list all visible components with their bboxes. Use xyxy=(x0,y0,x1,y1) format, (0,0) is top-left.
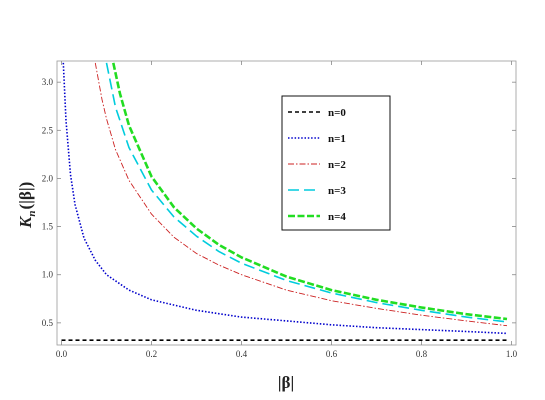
x-tick-label: 0.2 xyxy=(146,349,157,359)
y-tick-label: 2.5 xyxy=(42,125,54,135)
y-tick-label: 3.0 xyxy=(42,77,54,87)
series-line-n3 xyxy=(105,62,508,323)
legend-label-n2: n=2 xyxy=(328,159,346,171)
legend-label-n3: n=3 xyxy=(328,185,346,197)
y-axis-title-main: K xyxy=(16,215,35,229)
y-tick-label: 1.0 xyxy=(42,270,54,280)
y-axis-title-subscript: n xyxy=(26,211,38,217)
legend-label-n0: n=0 xyxy=(328,107,346,119)
x-tick-label: 0.0 xyxy=(56,349,68,359)
y-axis-title-argument: (|β|) xyxy=(16,182,35,210)
y-tick-label: 1.5 xyxy=(42,222,54,232)
legend-label-n1: n=1 xyxy=(328,133,346,145)
y-axis-title: Kn(|β|) xyxy=(16,182,38,229)
series-line-n1 xyxy=(62,62,508,335)
legend-label-n4: n=4 xyxy=(328,211,346,223)
series-line-n2 xyxy=(94,62,508,327)
x-tick-label: 1.0 xyxy=(506,349,518,359)
x-tick-label: 0.6 xyxy=(326,349,338,359)
legend-items: n=0 n=1 n=2 n=3 n=4 xyxy=(288,107,346,223)
x-axis-title: |β| xyxy=(278,373,294,392)
axis-ticks: 0.0 0.2 0.4 0.6 0.8 1.0 0.5 1.0 1.5 2.0 2.5 3.0 xyxy=(42,61,518,359)
legend-box xyxy=(281,95,391,231)
x-tick-label: 0.4 xyxy=(236,349,248,359)
legend: n=0 n=1 n=2 n=3 n=4 xyxy=(281,95,391,231)
x-tick-label: 0.8 xyxy=(416,349,428,359)
y-tick-label: 2.0 xyxy=(42,173,54,183)
plot-frame xyxy=(56,60,517,346)
series-lines xyxy=(61,62,508,342)
series-line-n4 xyxy=(112,62,508,321)
y-tick-label: 0.5 xyxy=(42,318,54,328)
